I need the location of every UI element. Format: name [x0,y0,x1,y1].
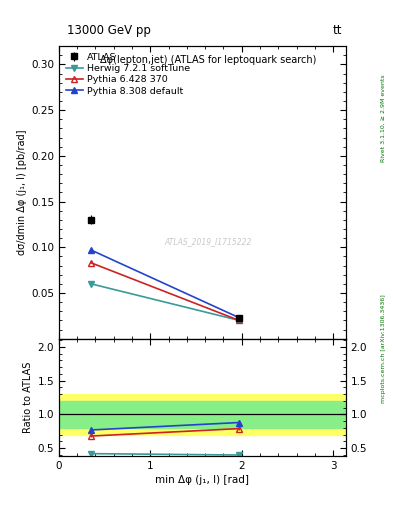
Herwig 7.2.1 softTune [237,317,241,324]
Text: Δφ(lepton,jet) (ATLAS for leptoquark search): Δφ(lepton,jet) (ATLAS for leptoquark sea… [100,55,316,65]
Text: tt: tt [332,24,342,37]
Text: ATLAS_2019_I1715222: ATLAS_2019_I1715222 [164,238,252,247]
Line: Pythia 8.308 default: Pythia 8.308 default [88,246,242,321]
Herwig 7.2.1 softTune [88,281,93,287]
Pythia 8.308 default [88,247,93,253]
Text: 13000 GeV pp: 13000 GeV pp [67,24,151,37]
Y-axis label: dσ/dmin Δφ (j₁, l) [pb/rad]: dσ/dmin Δφ (j₁, l) [pb/rad] [17,130,27,255]
X-axis label: min Δφ (j₁, l) [rad]: min Δφ (j₁, l) [rad] [155,475,250,485]
Bar [59,401,346,428]
Text: Rivet 3.1.10, ≥ 2.9M events: Rivet 3.1.10, ≥ 2.9M events [381,74,386,162]
Legend: ATLAS, Herwig 7.2.1 softTune, Pythia 6.428 370, Pythia 8.308 default: ATLAS, Herwig 7.2.1 softTune, Pythia 6.4… [63,50,193,99]
Pythia 6.428 370 [88,260,93,266]
Y-axis label: Ratio to ATLAS: Ratio to ATLAS [23,361,33,433]
Line: Herwig 7.2.1 softTune: Herwig 7.2.1 softTune [88,281,242,324]
Line: Pythia 6.428 370: Pythia 6.428 370 [88,259,242,324]
Pythia 8.308 default [237,314,241,321]
Pythia 6.428 370 [237,317,241,324]
Text: mcplots.cern.ch [arXiv:1306.3436]: mcplots.cern.ch [arXiv:1306.3436] [381,294,386,402]
Bar [59,394,346,435]
